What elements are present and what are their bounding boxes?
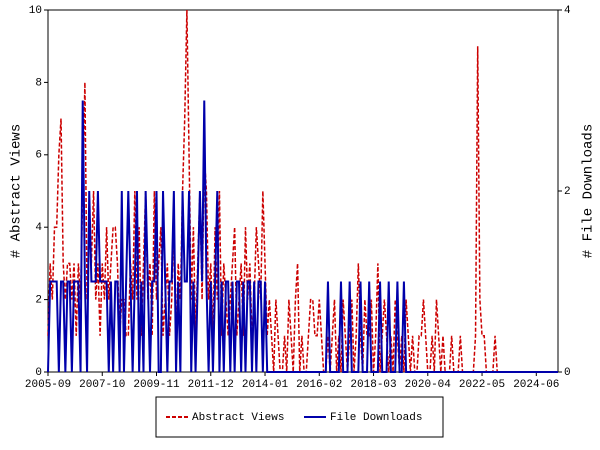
x-tick-label: 2016-02 [296,379,342,391]
y2-tick-label: 0 [564,367,571,379]
x-tick-label: 2020-04 [405,379,452,391]
y2-tick-label: 4 [564,5,571,17]
y-axis-label: # Abstract Views [9,124,25,258]
x-tick-label: 2024-06 [513,379,559,391]
x-tick-label: 2014-01 [242,379,289,391]
y2-tick-label: 2 [564,186,571,198]
y2-axis-label: # File Downloads [581,124,597,258]
y-tick-label: 4 [35,222,42,234]
y-tick-label: 6 [35,150,42,162]
y-tick-label: 2 [35,295,42,307]
legend-box [155,396,444,438]
legend-label: Abstract Views [192,412,284,424]
x-tick-label: 2022-05 [459,379,505,391]
x-tick-label: 2011-12 [188,379,234,391]
y-tick-label: 0 [35,367,42,379]
y-tick-label: 10 [29,5,42,17]
series-line [47,100,558,373]
legend-label: File Downloads [330,412,422,424]
y-tick-label: 8 [35,77,42,89]
x-tick-label: 2009-11 [133,379,180,391]
x-tick-label: 2005-09 [25,379,71,391]
x-tick-label: 2018-03 [350,379,396,391]
x-tick-label: 2007-10 [79,379,125,391]
